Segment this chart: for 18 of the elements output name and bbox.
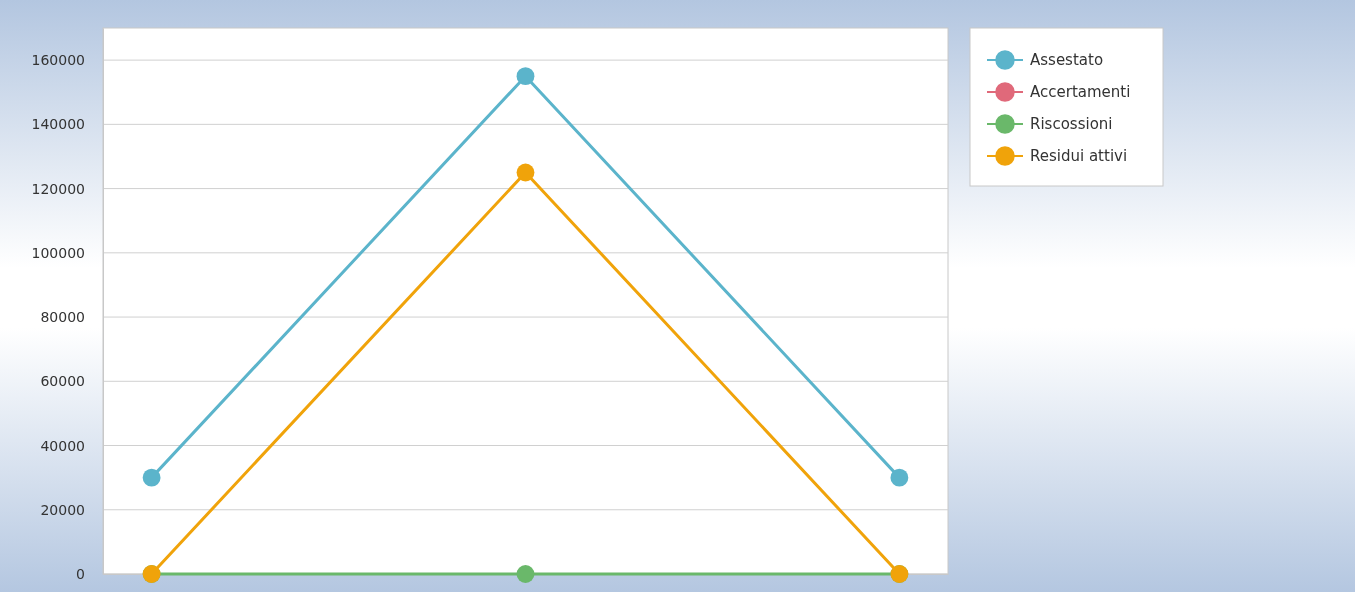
y-tick-label: 80000 [40,309,85,326]
point [142,468,161,487]
point [890,468,909,487]
y-tick-label: 40000 [40,437,85,454]
point [516,163,535,182]
legend-label: Riscossioni [1030,115,1113,134]
y-tick-label: 120000 [31,180,85,197]
point [516,67,535,86]
y-tick-label: 60000 [40,373,85,390]
legend-label: Accertamenti [1030,83,1131,102]
legend-label: Residui attivi [1030,147,1128,166]
y-tick-label: 20000 [40,501,85,518]
y-tick-label: 0 [76,565,85,582]
y-tick-label: 140000 [31,116,85,133]
point [516,565,535,583]
y-tick-label: 100000 [31,244,85,261]
y-tick-label: 160000 [31,52,85,69]
legend-label: Assestato [1030,51,1104,70]
